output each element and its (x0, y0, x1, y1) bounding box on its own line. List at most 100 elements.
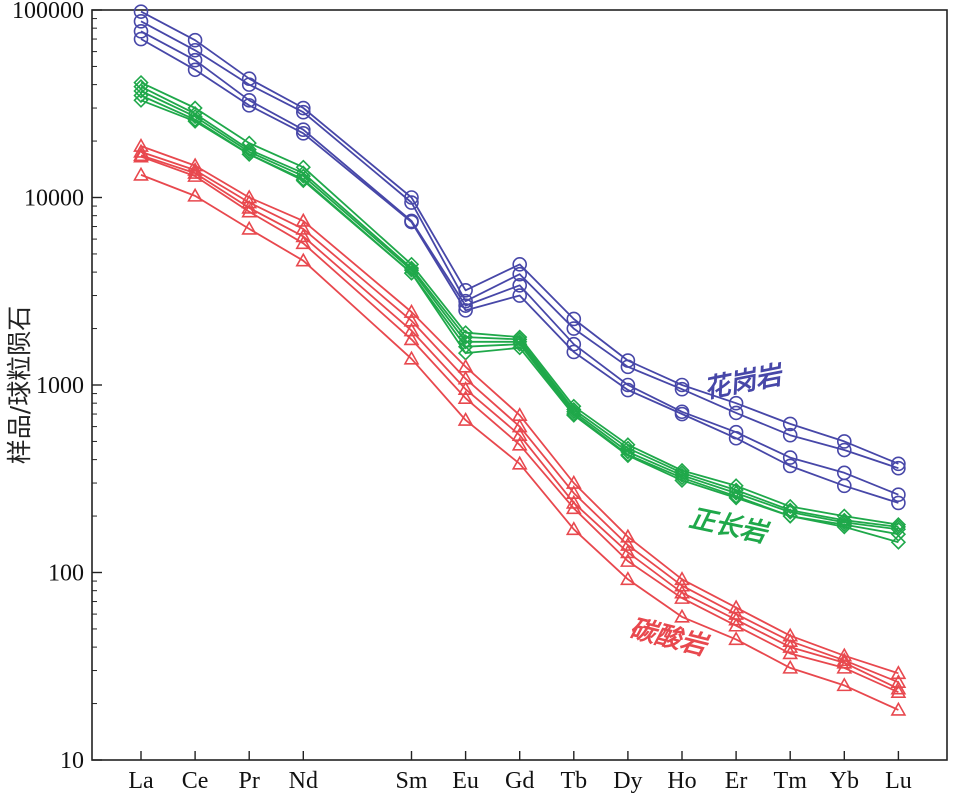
data-point (836, 442, 852, 458)
data-point (404, 195, 419, 210)
data-point (620, 382, 636, 398)
x-tick-label-tb: Tb (560, 768, 587, 793)
data-point (295, 173, 311, 189)
data-point (187, 42, 203, 58)
data-point (728, 488, 744, 504)
data-point (728, 430, 744, 446)
data-point (458, 303, 473, 318)
data-point (674, 381, 690, 397)
data-point (782, 638, 799, 653)
data-point (620, 528, 636, 543)
data-point (836, 434, 852, 449)
y-axis-ticks: 10 100 1000 10000 100000 (12, 0, 102, 774)
data-point (836, 659, 853, 674)
series-line-2-2 (140, 154, 899, 690)
data-point (782, 659, 799, 674)
data-point (512, 257, 528, 272)
data-point (187, 108, 203, 125)
data-point (458, 298, 473, 313)
data-point (674, 608, 690, 623)
data-point (403, 331, 420, 346)
data-point (890, 701, 907, 716)
data-point (241, 77, 257, 92)
data-point (674, 590, 690, 604)
data-point (511, 455, 528, 470)
data-point (728, 490, 744, 506)
data-point (566, 406, 582, 422)
y-tick-label: 10 (60, 748, 84, 774)
x-tick-label-nd: Nd (289, 768, 318, 793)
data-point (620, 448, 636, 464)
x-tick-label-pr: Pr (239, 768, 260, 793)
x-axis-ticks: La Ce Pr Nd Sm Eu Gd Tb Dy Ho Er Tm Yb Lu (128, 751, 912, 793)
data-point (295, 168, 311, 184)
x-tick-label-ce: Ce (182, 768, 209, 793)
data-point (566, 344, 582, 360)
y-tick-label: 100000 (12, 0, 84, 24)
series-line-2-3 (140, 155, 899, 694)
data-point (674, 465, 690, 481)
data-point (890, 534, 907, 550)
data-point (133, 148, 149, 163)
x-tick-label-ho: Ho (667, 768, 696, 793)
series-lines (133, 4, 907, 716)
data-point (891, 460, 906, 476)
data-point (782, 458, 798, 474)
data-point (295, 104, 311, 120)
data-point (403, 350, 420, 365)
data-point (187, 164, 203, 179)
data-point (512, 266, 528, 282)
data-point (457, 411, 474, 426)
data-point (620, 359, 636, 375)
data-point (512, 278, 528, 293)
data-point (187, 187, 203, 202)
data-point (512, 288, 528, 303)
y-tick-label: 1000 (36, 373, 84, 399)
data-point (187, 112, 203, 128)
data-point (133, 83, 149, 99)
data-point (728, 631, 744, 646)
data-point (620, 571, 636, 586)
data-point (295, 228, 312, 243)
data-point (295, 171, 311, 187)
data-point (133, 92, 149, 108)
data-point (728, 617, 744, 632)
data-point (295, 235, 312, 250)
data-point (512, 336, 528, 352)
data-point (565, 500, 582, 515)
data-point (457, 381, 474, 395)
x-tick-label-er: Er (725, 768, 748, 793)
data-point (457, 390, 474, 405)
data-point (728, 485, 744, 501)
series-line-1-0 (140, 81, 899, 526)
data-point (241, 220, 258, 235)
data-point (674, 472, 690, 489)
data-point (187, 168, 203, 182)
data-point (241, 98, 257, 113)
data-point (836, 478, 852, 494)
data-point (187, 161, 203, 176)
data-point (674, 377, 690, 393)
data-point (890, 680, 907, 695)
plot-frame (91, 9, 948, 761)
data-point (403, 265, 420, 281)
data-point (836, 517, 852, 533)
data-point (241, 142, 257, 158)
series-line-0-0 (140, 10, 899, 465)
data-point (512, 331, 528, 348)
data-point (782, 427, 798, 443)
data-point (241, 144, 257, 160)
data-point (890, 665, 907, 680)
data-point (295, 125, 311, 141)
x-tick-label-gd: Gd (505, 768, 534, 793)
data-point (403, 262, 420, 278)
data-point (187, 32, 203, 48)
data-point (674, 406, 690, 422)
data-point (241, 203, 258, 218)
data-point (890, 684, 907, 698)
series-line-0-3 (140, 38, 899, 504)
data-point (620, 544, 636, 559)
data-point (890, 526, 907, 542)
data-point (891, 487, 906, 502)
data-point (620, 552, 636, 567)
